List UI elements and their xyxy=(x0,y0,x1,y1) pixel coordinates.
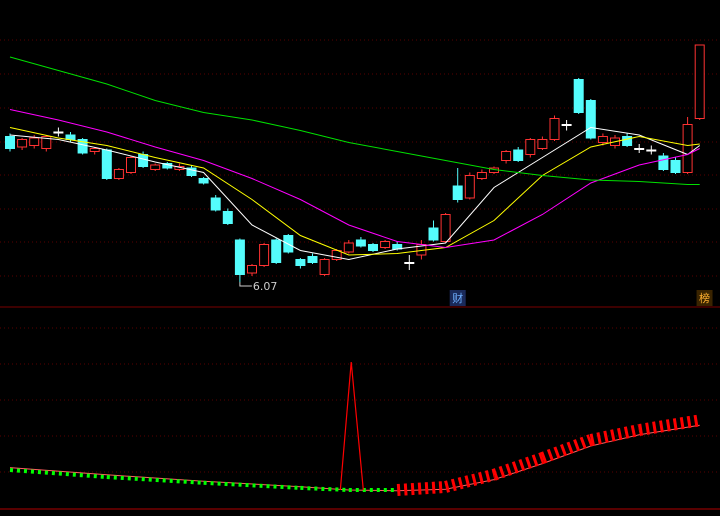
candle-body xyxy=(343,242,354,253)
candle-body xyxy=(53,131,64,134)
candle-body xyxy=(682,124,693,173)
indicator-segment xyxy=(203,480,301,490)
candle-body xyxy=(126,157,136,173)
indicator-segment xyxy=(638,414,701,436)
min-arrow xyxy=(239,282,252,287)
candle-body xyxy=(222,211,233,224)
candle-body xyxy=(101,149,112,179)
candle-body xyxy=(561,124,572,126)
candle-body xyxy=(247,265,257,274)
candle-body xyxy=(259,244,270,266)
spike-line xyxy=(339,361,364,491)
indicator-segment xyxy=(106,475,204,485)
marker-box xyxy=(449,290,466,306)
candle-body xyxy=(573,79,584,113)
candle-body xyxy=(319,259,330,275)
candle-body xyxy=(65,134,76,140)
candle-body xyxy=(368,244,378,251)
candle-body xyxy=(452,185,463,200)
candle-body xyxy=(198,178,209,184)
candle-body xyxy=(380,241,391,248)
candle-body xyxy=(646,149,657,152)
candle-body xyxy=(537,139,548,149)
candle-body xyxy=(41,136,52,149)
candle-body xyxy=(622,136,633,146)
candle-body xyxy=(210,197,221,211)
candle-body xyxy=(525,139,536,155)
min-label: 6.07 xyxy=(253,280,278,293)
candle-body xyxy=(476,172,487,179)
candle-body xyxy=(464,175,475,199)
indicator-segment xyxy=(589,424,641,446)
marker-label: 榜 xyxy=(699,291,710,305)
candle-body xyxy=(138,154,149,167)
candle-body xyxy=(634,148,645,150)
ma-line xyxy=(9,127,700,256)
candle-body xyxy=(150,164,161,170)
candle-body xyxy=(77,139,88,154)
candle-body xyxy=(186,167,197,176)
candle-body xyxy=(658,155,669,170)
candle-body xyxy=(501,151,512,161)
candle-body xyxy=(549,118,560,140)
candle-body xyxy=(440,214,451,242)
candle-body xyxy=(113,169,124,179)
candle-body xyxy=(307,256,318,263)
candle-body xyxy=(29,137,40,146)
marker-box xyxy=(696,290,713,306)
candle-body xyxy=(513,149,524,161)
candle-body xyxy=(670,160,681,173)
indicator-segment xyxy=(9,468,107,480)
indicator-segment xyxy=(396,480,446,496)
indicator-segment xyxy=(300,485,349,492)
candle-body xyxy=(597,136,608,143)
candle-body xyxy=(404,262,415,264)
candle-body xyxy=(17,139,28,148)
marker-label: 财 xyxy=(452,291,463,305)
signal-line xyxy=(9,424,700,492)
ma-line xyxy=(9,109,700,249)
candle-body xyxy=(585,100,596,139)
candle-body xyxy=(234,239,245,275)
indicator-segment xyxy=(540,434,593,464)
candle-body xyxy=(5,136,15,149)
ma-line xyxy=(9,56,700,185)
candle-body xyxy=(428,227,439,241)
candle-body xyxy=(694,44,705,119)
candle-body xyxy=(355,239,366,247)
indicator-segment xyxy=(492,452,545,481)
candle-body xyxy=(271,239,282,263)
indicator-segment xyxy=(444,468,496,493)
candle-body xyxy=(89,148,100,152)
candle-body xyxy=(295,259,306,266)
